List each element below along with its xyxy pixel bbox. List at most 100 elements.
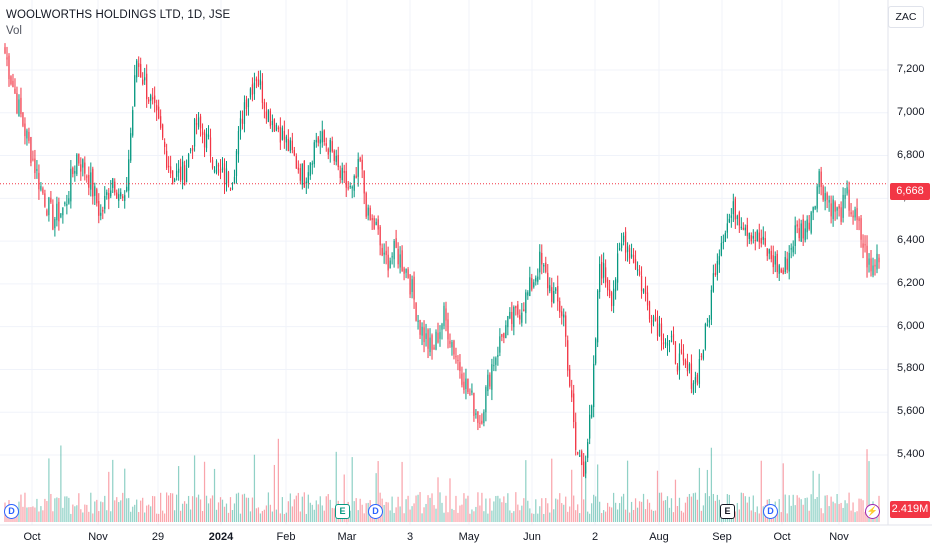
volume-bar (399, 506, 401, 522)
candle-body (337, 155, 339, 168)
volume-bar (211, 495, 214, 522)
volume-bar (738, 509, 740, 522)
candle-body (319, 139, 321, 144)
candle-body (38, 172, 40, 190)
volume-bar (313, 509, 315, 522)
candle-body (515, 306, 517, 309)
candle-body (108, 193, 110, 200)
candle-body (14, 88, 16, 94)
volume-bar (132, 506, 134, 522)
candle-body (347, 187, 349, 189)
volume-bar (497, 495, 499, 522)
volume-bar (692, 493, 695, 522)
currency-button[interactable]: ZAC (888, 6, 924, 28)
volume-bar (423, 507, 425, 522)
candle-body (471, 390, 473, 393)
candle-body (579, 455, 581, 457)
candle-body (798, 228, 800, 239)
candle-body (668, 340, 671, 343)
volume-bar (325, 496, 327, 522)
candle-body (790, 248, 792, 250)
split-marker[interactable]: ⚡ (865, 504, 880, 519)
time-tick-label: Nov (829, 531, 849, 543)
candle-body (583, 461, 585, 477)
volume-bar (385, 501, 387, 522)
candle-body (601, 262, 603, 279)
volume-bar (852, 502, 854, 522)
earnings-marker[interactable]: E (720, 504, 735, 519)
candle-body (816, 186, 818, 209)
candle-body (834, 202, 836, 212)
candle-body (195, 123, 198, 125)
earnings-marker[interactable]: E (335, 504, 350, 519)
candle-body (525, 292, 527, 314)
volume-bar (694, 492, 697, 522)
volume-bar (20, 494, 22, 522)
candle-body (523, 309, 525, 312)
candle-body (114, 181, 116, 193)
candle-body (32, 158, 34, 160)
price-tick-label: 6,800 (897, 148, 925, 161)
volume-bar (824, 495, 826, 522)
volume-bar (680, 510, 683, 522)
volume-bar (642, 493, 645, 522)
volume-bar (527, 500, 529, 522)
candle-body (199, 116, 202, 129)
candle-body (34, 158, 36, 174)
candle-body (289, 140, 291, 152)
candle-body (734, 198, 736, 220)
candle-body (309, 162, 311, 176)
volume-bar (603, 510, 605, 522)
volume-bar (453, 510, 455, 522)
volume-bar (427, 495, 429, 522)
candle-body (593, 363, 595, 408)
candle-body (10, 76, 12, 85)
volume-bar (321, 505, 323, 522)
candle-body (303, 160, 305, 188)
volume-bar (46, 501, 48, 522)
candle-body (427, 329, 429, 349)
candles (4, 43, 880, 479)
candle-body (682, 352, 685, 361)
candle-body (477, 411, 479, 423)
candle-body (648, 301, 651, 320)
candle-body (694, 377, 697, 384)
volume-bar (481, 492, 483, 522)
candle-body (555, 288, 557, 291)
volume-bar (269, 504, 272, 522)
volume-bar (682, 512, 685, 522)
volume-bar (118, 502, 120, 522)
volume-bar (267, 492, 270, 522)
candle-body (405, 268, 407, 273)
dividend-marker[interactable]: D (763, 504, 778, 519)
price-tick-label: 7,200 (897, 63, 925, 75)
volume-bar (501, 502, 503, 522)
volume-bar (569, 506, 571, 522)
volume-bar (816, 497, 818, 522)
candle-body (545, 262, 547, 273)
time-tick-label: 2 (591, 531, 599, 543)
volume-bar (563, 504, 565, 522)
candle-body (301, 163, 303, 185)
volume-bar (263, 509, 266, 522)
candle-body (571, 390, 573, 398)
volume-bar (806, 497, 808, 522)
candle-body (497, 354, 499, 358)
volume-bar (864, 511, 866, 522)
dividend-marker[interactable]: D (4, 504, 19, 519)
volume-bar (495, 495, 497, 522)
volume-bar (491, 510, 493, 522)
candle-body (796, 224, 798, 227)
volume-bar (38, 511, 40, 522)
volume-bar (599, 501, 601, 522)
volume-bar (710, 447, 713, 522)
candle-body (549, 285, 551, 292)
volume-bar (826, 495, 828, 522)
volume-bar (820, 508, 822, 522)
dividend-marker[interactable]: D (368, 504, 383, 519)
candle-body (756, 230, 758, 241)
candle-body (227, 172, 230, 186)
candle-body (239, 118, 242, 132)
candle-body (88, 174, 90, 188)
